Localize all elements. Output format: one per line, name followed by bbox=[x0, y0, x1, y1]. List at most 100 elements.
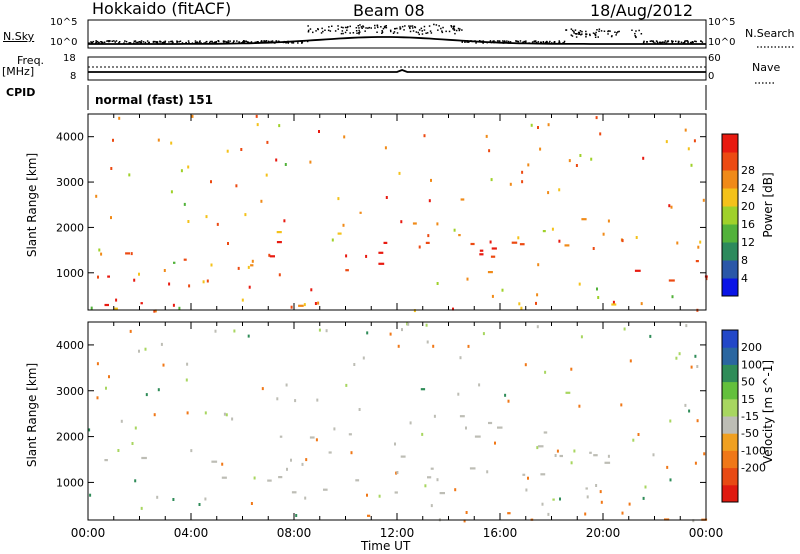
velocity-cell bbox=[366, 493, 368, 497]
velocity-cell bbox=[457, 392, 460, 396]
cpid-label: CPID bbox=[6, 86, 36, 99]
velocity-cell bbox=[678, 352, 681, 356]
noise-sky-point bbox=[358, 33, 360, 35]
velocity-cell bbox=[474, 435, 481, 438]
noise-sky-point bbox=[598, 30, 600, 32]
power-cell bbox=[602, 232, 605, 236]
velocity-cell bbox=[185, 378, 188, 382]
noise-sky-point bbox=[292, 42, 295, 44]
time-tick-label: 12:00 bbox=[380, 526, 415, 540]
power-cell bbox=[240, 148, 243, 151]
velocity-cell bbox=[559, 454, 563, 458]
velocity-cell bbox=[642, 496, 645, 500]
velocity-cell bbox=[494, 441, 496, 445]
noise-sky-point bbox=[103, 41, 106, 43]
noise-sky-point bbox=[482, 42, 484, 44]
velocity-cell bbox=[295, 514, 298, 517]
velocity-cell bbox=[621, 511, 624, 515]
noise-sky-point bbox=[188, 41, 190, 44]
power-colorbar-swatch bbox=[722, 242, 738, 261]
power-cell bbox=[640, 302, 643, 306]
noise-sky-point bbox=[531, 41, 534, 43]
power-colorbar-tick: 4 bbox=[741, 272, 748, 285]
power-cell bbox=[430, 178, 432, 182]
velocity-cell bbox=[593, 454, 598, 457]
noise-sky-point bbox=[185, 41, 187, 44]
noise-sky-point bbox=[565, 29, 568, 31]
velocity-cell bbox=[632, 438, 635, 442]
noise-sky-point bbox=[275, 40, 277, 42]
noise-sky-point bbox=[589, 34, 591, 37]
noise-sky-point bbox=[493, 40, 495, 42]
noise-sky-point bbox=[361, 27, 363, 29]
noise-sky-point bbox=[396, 32, 399, 34]
power-cell bbox=[191, 114, 194, 118]
noise-sky-point bbox=[160, 41, 162, 43]
noise-sky-point bbox=[90, 42, 93, 44]
noise-sky-point bbox=[585, 36, 587, 38]
velocity-cell bbox=[316, 398, 319, 402]
power-cell bbox=[599, 132, 602, 136]
power-cell bbox=[676, 241, 679, 245]
time-tick-label: 04:00 bbox=[174, 526, 209, 540]
time-tick-label: 00:00 bbox=[71, 526, 106, 540]
power-cell bbox=[178, 306, 181, 310]
noise-sky-point bbox=[224, 40, 226, 43]
velocity-cell bbox=[599, 490, 602, 494]
noise-sky-point bbox=[592, 32, 595, 34]
velocity-cell bbox=[315, 438, 318, 442]
noise-sky-point bbox=[129, 42, 132, 44]
power-cell bbox=[385, 196, 388, 199]
noise-sky-point bbox=[516, 40, 518, 42]
noise-sky-point bbox=[102, 41, 104, 44]
power-cell bbox=[479, 253, 484, 256]
noise-sky-point bbox=[118, 42, 120, 44]
noise-sky-point bbox=[658, 41, 661, 44]
power-cell bbox=[466, 277, 469, 281]
velocity-cell bbox=[556, 449, 559, 453]
noise-sky-point bbox=[409, 30, 412, 33]
noise-sky-point bbox=[312, 31, 314, 34]
velocity-cell bbox=[541, 502, 544, 506]
noise-sky-point bbox=[301, 42, 303, 44]
power-cell bbox=[248, 285, 251, 289]
noise-sky-point bbox=[264, 40, 266, 43]
power-cell bbox=[536, 293, 539, 297]
power-cell bbox=[133, 278, 136, 282]
power-heatmap-cells bbox=[90, 114, 708, 313]
noise-sky-point bbox=[260, 40, 263, 42]
velocity-cell bbox=[436, 478, 439, 482]
noise-sky-point bbox=[661, 41, 663, 44]
noise-panel-frame bbox=[87, 19, 707, 49]
velocity-colorbar-swatch bbox=[722, 450, 738, 469]
noise-sky-point bbox=[671, 41, 673, 44]
noise-sky-point bbox=[701, 41, 704, 43]
power-colorbar-swatch bbox=[722, 152, 738, 171]
power-cell bbox=[568, 159, 571, 163]
velocity-cell bbox=[459, 415, 465, 418]
noise-sky-point bbox=[334, 30, 337, 32]
velocity-cell bbox=[294, 399, 297, 403]
noise-sky-point bbox=[376, 31, 378, 33]
power-cell bbox=[452, 307, 454, 311]
noise-sky-point bbox=[176, 41, 178, 43]
velocity-colorbar-tick: 15 bbox=[741, 393, 755, 406]
velocity-cell bbox=[527, 476, 529, 480]
noise-sky-point bbox=[327, 29, 330, 32]
power-ytick-label: 2000 bbox=[56, 221, 84, 234]
power-cell bbox=[697, 245, 700, 249]
power-cell bbox=[509, 182, 512, 186]
noise-sky-point bbox=[144, 41, 147, 44]
noise-left-tick-bottom: 10^0 bbox=[50, 37, 78, 48]
date-title: 18/Aug/2012 bbox=[590, 1, 694, 20]
freq-tick-top: 18 bbox=[63, 53, 76, 64]
noise-sky-point bbox=[414, 26, 416, 28]
velocity-cell bbox=[198, 503, 201, 506]
noise-sky-point bbox=[217, 40, 219, 42]
power-cell bbox=[384, 146, 387, 150]
noise-sky-point bbox=[533, 40, 535, 43]
noise-sky-point bbox=[370, 27, 372, 29]
noise-sky-point bbox=[441, 30, 443, 32]
power-cell bbox=[551, 227, 554, 231]
power-cell bbox=[607, 219, 610, 223]
